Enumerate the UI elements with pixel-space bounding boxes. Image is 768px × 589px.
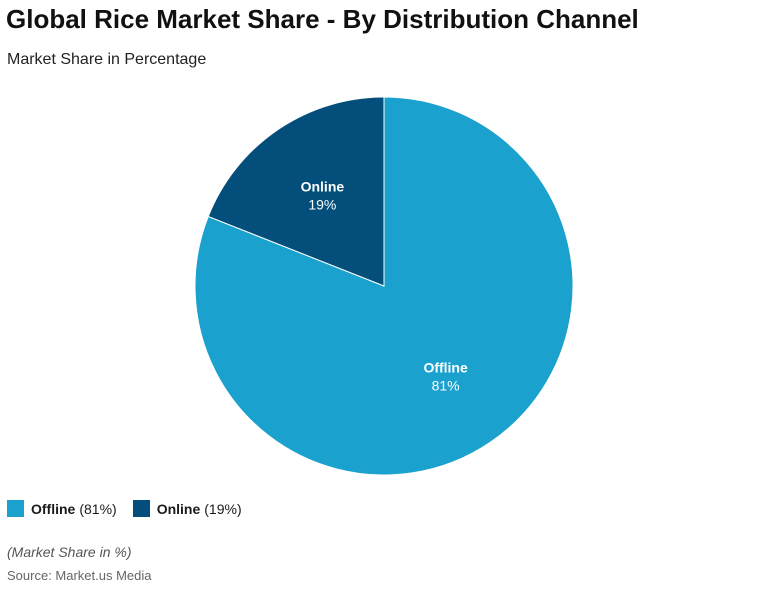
legend-value-online: (19%) [204, 500, 242, 517]
legend-swatch-offline [7, 500, 24, 517]
chart-legend: Offline (81%) Online (19%) [7, 500, 258, 517]
slice-value-online: 19% [308, 196, 336, 212]
slice-label-online: Online [301, 178, 345, 194]
chart-note: (Market Share in %) [7, 544, 132, 560]
legend-label-offline: Offline [31, 500, 76, 517]
legend-item-online[interactable]: Online (19%) [132, 500, 242, 517]
chart-title: Global Rice Market Share - By Distributi… [6, 4, 639, 34]
chart-source: Source: Market.us Media [7, 568, 152, 583]
pie-slice-online[interactable] [207, 96, 385, 287]
legend-value-offline: (81%) [79, 500, 117, 517]
legend-swatch-online [132, 500, 150, 517]
slice-label-offline: Offline [423, 360, 468, 376]
legend-label-online: Online [156, 500, 201, 517]
chart-subtitle: Market Share in Percentage [7, 51, 207, 68]
legend-item-offline[interactable]: Offline (81%) [7, 500, 117, 517]
pie-chart: Offline 81% Online 19% [194, 96, 574, 476]
slice-value-offline: 81% [432, 378, 460, 394]
